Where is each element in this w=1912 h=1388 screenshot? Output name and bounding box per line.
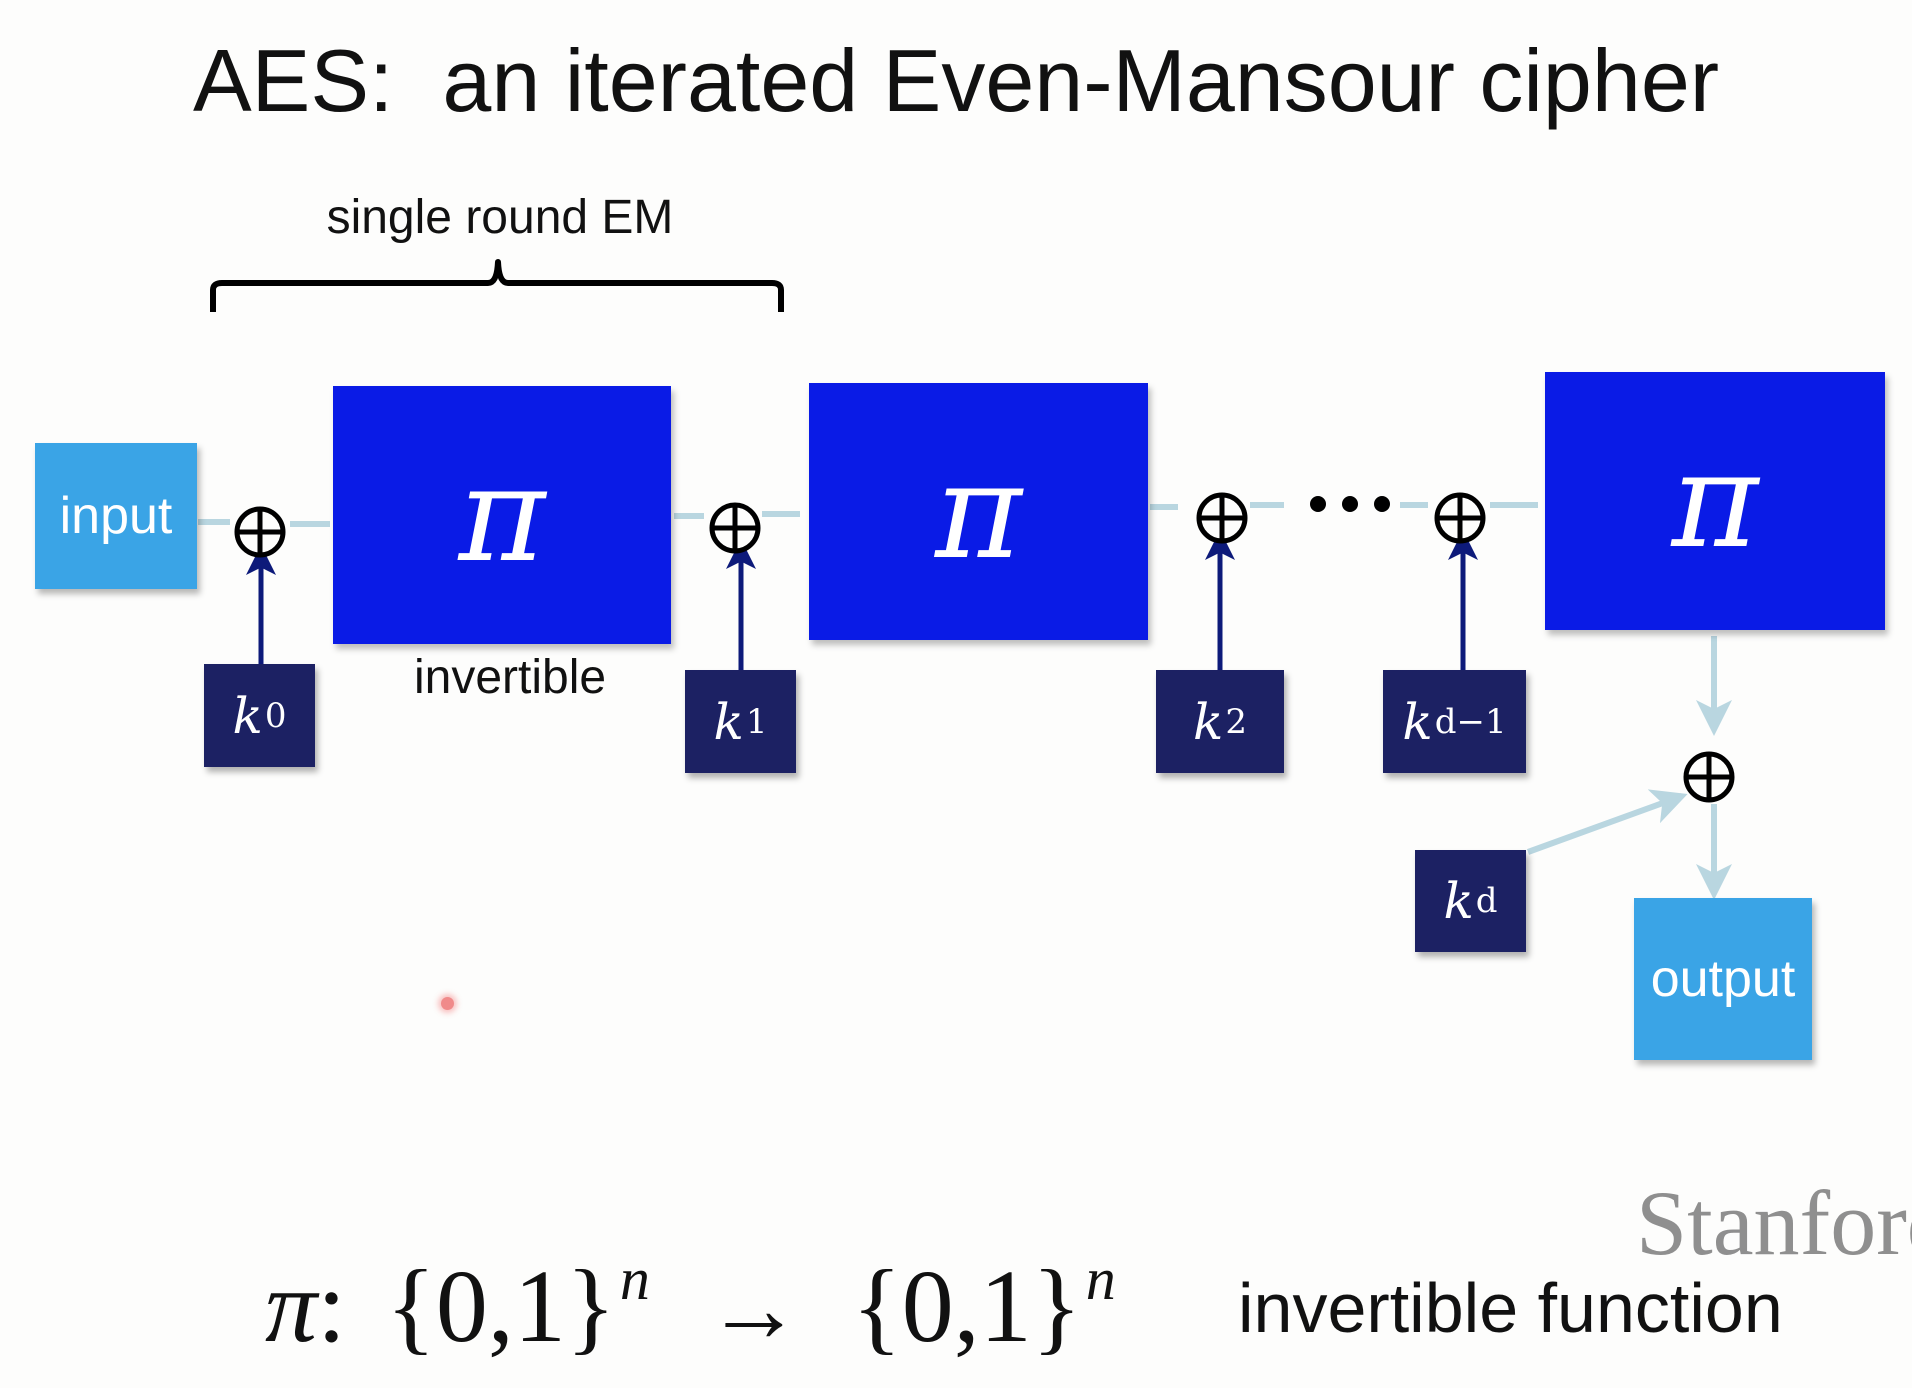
xor-5 — [1683, 751, 1735, 803]
pi-box-1: π — [333, 386, 671, 644]
formula-pi: π — [265, 1249, 318, 1364]
key-k0-sub: 0 — [264, 695, 287, 736]
stanford-watermark: Stanford — [1636, 1172, 1912, 1274]
pi-box-2: π — [809, 383, 1148, 640]
key-k2-base: k — [1193, 692, 1224, 751]
formula-exp2: n — [1085, 1246, 1116, 1312]
key-kd-minus-1: k d−1 — [1383, 670, 1526, 773]
key-k2-sub: 2 — [1225, 701, 1247, 742]
key-kd-base: k — [1443, 872, 1474, 930]
formula-arrow: → — [705, 1255, 802, 1362]
xor-2 — [709, 502, 761, 554]
formula-colon: : — [317, 1249, 347, 1364]
invertible-label: invertible — [413, 651, 607, 704]
xor-3 — [1196, 492, 1248, 544]
xor-1 — [234, 506, 286, 558]
ellipsis-dots — [1310, 496, 1390, 512]
output-label: output — [1650, 950, 1796, 1008]
formula-domain: {0,1} — [386, 1249, 616, 1364]
pi-box-3: π — [1545, 372, 1885, 630]
key-kd-minus-1-base: k — [1402, 692, 1433, 751]
key-kd-minus-1-sub: d−1 — [1434, 701, 1507, 742]
input-label: input — [59, 487, 173, 545]
input-box: input — [35, 443, 197, 589]
formula-description: invertible function — [1238, 1269, 1783, 1347]
pi-symbol: π — [935, 434, 1022, 589]
formula-exp: n — [619, 1246, 650, 1312]
slide-title: AES: an iterated Even-Mansour cipher — [192, 31, 1720, 130]
single-round-label: single round EM — [326, 191, 674, 244]
formula-codomain: {0,1} — [851, 1249, 1082, 1364]
pi-symbol: π — [458, 438, 546, 592]
pointer-dot — [441, 997, 454, 1010]
round-brace — [210, 259, 784, 312]
pi-symbol: π — [1671, 424, 1759, 578]
formula: π: {0,1}n → {0,1}n — [265, 1245, 1116, 1366]
xor-symbols — [234, 492, 1735, 803]
key-kd-sub: d — [1475, 881, 1498, 921]
xor-4 — [1434, 492, 1486, 544]
data-path — [198, 502, 1732, 900]
output-box: output — [1634, 898, 1812, 1060]
key-k1-sub: 1 — [745, 701, 768, 742]
key-k0-base: k — [232, 686, 263, 745]
key-k1-base: k — [713, 692, 744, 751]
key-arrows — [246, 530, 1478, 670]
